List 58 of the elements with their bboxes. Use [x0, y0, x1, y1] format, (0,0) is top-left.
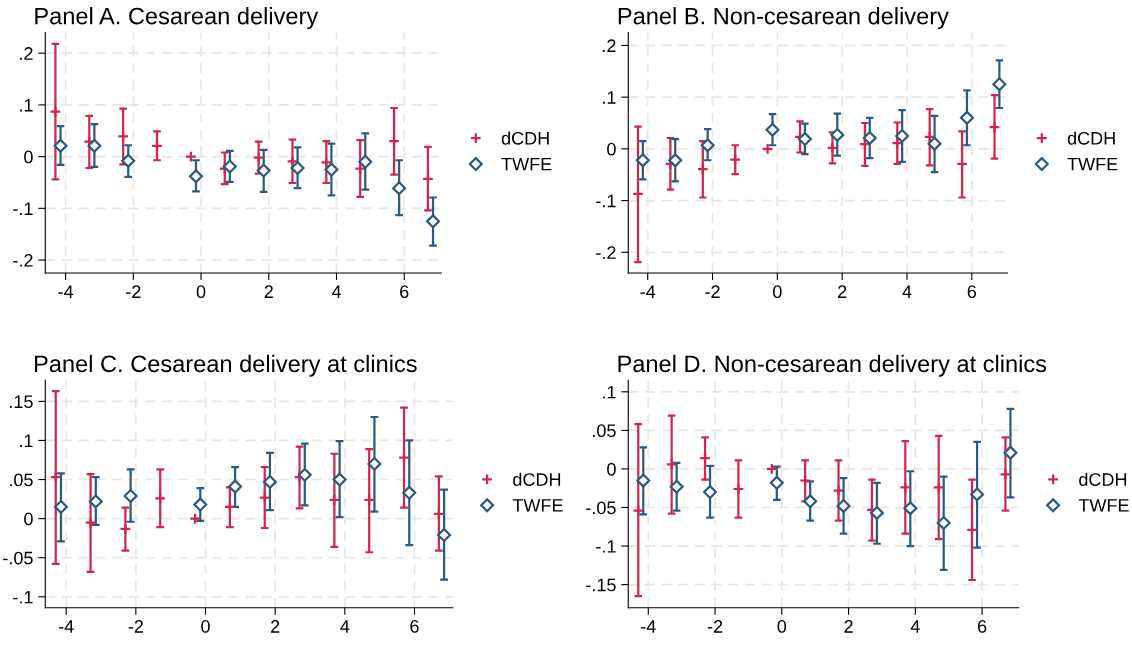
x-tick-label: -4 [640, 285, 656, 298]
y-tick-label: .1 [603, 91, 616, 104]
y-tick-label: .2 [603, 39, 616, 52]
x-tick-label: 6 [400, 285, 409, 299]
y-tick-label: 0 [607, 142, 616, 156]
x-tick-label: -4 [58, 285, 74, 298]
x-tick-label: 2 [844, 620, 853, 633]
x-tick-label: 6 [977, 620, 987, 633]
chart-title: Panel A. Cesarean delivery [35, 7, 319, 30]
y-tick-label: .1 [20, 434, 33, 447]
y-tick-label: .1 [603, 385, 616, 399]
y-tick-label: -.1 [13, 202, 33, 215]
chart-title: Panel B. Non-cesarean delivery [618, 7, 949, 30]
x-tick-label: 0 [201, 620, 210, 633]
legend-label: TWFE [501, 157, 552, 171]
x-tick-label: 0 [196, 285, 206, 299]
x-tick-label: -2 [128, 620, 143, 633]
y-tick-label: .1 [20, 99, 33, 112]
legend-label: dCDH [501, 131, 549, 145]
x-tick-label: 4 [331, 285, 341, 298]
x-tick-label: 4 [902, 285, 912, 298]
x-tick-label: 0 [777, 620, 787, 633]
y-tick-label: -.1 [596, 194, 616, 208]
y-tick-label: -.2 [13, 254, 33, 267]
legend-label: TWFE [512, 499, 563, 512]
x-tick-label: -2 [705, 285, 720, 298]
chart-title: Panel C. Cesarean delivery at clinics [34, 354, 417, 377]
x-tick-label: 4 [340, 620, 350, 633]
y-tick-label: .05 [593, 424, 616, 438]
y-tick-label: -.2 [596, 246, 616, 259]
x-tick-label: 6 [410, 620, 419, 633]
legend-label: dCDH [1079, 472, 1127, 486]
y-tick-label: 0 [607, 462, 616, 476]
x-tick-label: -4 [58, 620, 74, 633]
y-tick-label: 0 [24, 150, 33, 164]
x-tick-label: 6 [967, 285, 977, 299]
x-tick-label: 2 [264, 285, 273, 298]
x-tick-label: -2 [126, 285, 141, 298]
legend-label: TWFE [1067, 157, 1118, 171]
x-tick-label: -2 [707, 620, 723, 633]
legend-label: TWFE [1078, 499, 1129, 512]
x-tick-label: 2 [271, 620, 280, 633]
chart-title: Panel D. Non-cesarean delivery at clinics [618, 354, 1047, 377]
y-tick-label: .05 [10, 473, 33, 487]
y-tick-label: .2 [20, 47, 33, 60]
y-tick-label: -.1 [13, 590, 33, 604]
legend-label: dCDH [1067, 131, 1115, 145]
y-tick-label: -.1 [596, 540, 616, 553]
y-tick-label: 0 [24, 512, 33, 526]
x-tick-label: 2 [838, 285, 847, 298]
x-tick-label: -4 [641, 620, 656, 633]
legend-label: dCDH [513, 472, 561, 486]
y-tick-label: -.05 [586, 501, 616, 515]
y-tick-label: .15 [10, 395, 33, 409]
x-tick-label: 0 [773, 285, 782, 299]
x-tick-label: 4 [910, 620, 920, 633]
y-tick-label: -.15 [586, 578, 616, 592]
y-tick-label: -.05 [3, 551, 33, 565]
